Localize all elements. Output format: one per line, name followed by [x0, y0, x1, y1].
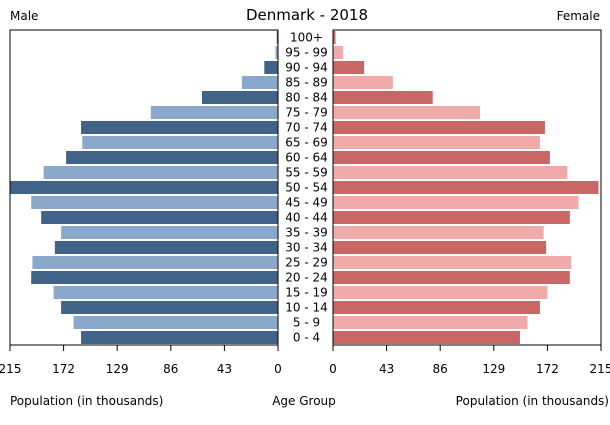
female-tick-label: 86 — [433, 362, 448, 376]
age-group-label: 30 - 34 — [285, 241, 328, 255]
male-bar-5-9 — [73, 316, 278, 329]
female-bar-100+ — [333, 31, 336, 44]
male-bar-85-89 — [241, 76, 278, 89]
female-bar-95-99 — [333, 46, 343, 59]
female-tick-label: 172 — [536, 362, 559, 376]
male-bar-70-74 — [81, 121, 278, 134]
female-tick-label: 0 — [329, 362, 337, 376]
age-group-label: 5 - 9 — [293, 316, 320, 330]
age-group-label: 65 - 69 — [285, 136, 328, 150]
female-bar-55-59 — [333, 166, 568, 179]
age-group-label: 40 - 44 — [285, 211, 328, 225]
male-axis: 215 172 129 86 43 0 — [0, 345, 282, 376]
male-bars — [10, 31, 279, 344]
female-tick-label: 43 — [379, 362, 394, 376]
female-bars — [333, 31, 599, 344]
male-bar-90-94 — [264, 61, 278, 74]
female-bar-75-79 — [333, 106, 481, 119]
female-bar-20-24 — [333, 271, 570, 284]
male-bar-20-24 — [31, 271, 278, 284]
female-bar-60-64 — [333, 151, 550, 164]
female-bar-5-9 — [333, 316, 528, 329]
male-bar-10-14 — [61, 301, 278, 314]
age-group-label: 35 - 39 — [285, 226, 328, 240]
male-tick-label: 129 — [106, 362, 129, 376]
male-bar-40-44 — [41, 211, 278, 224]
x-axis-label-left: Population (in thousands) — [10, 394, 163, 408]
age-group-label: 50 - 54 — [285, 181, 328, 195]
female-bar-15-19 — [333, 286, 548, 299]
male-bar-55-59 — [43, 166, 278, 179]
male-bar-75-79 — [150, 106, 278, 119]
male-bar-95-99 — [275, 46, 278, 59]
male-tick-label: 86 — [163, 362, 178, 376]
female-tick-label: 215 — [590, 362, 610, 376]
male-bar-30-34 — [54, 241, 279, 254]
male-bar-0-4 — [81, 331, 278, 344]
age-group-label: 90 - 94 — [285, 61, 328, 75]
age-group-label: 45 - 49 — [285, 196, 328, 210]
age-group-label: 60 - 64 — [285, 151, 328, 165]
female-bar-25-29 — [333, 256, 572, 269]
age-group-label: 55 - 59 — [285, 166, 328, 180]
female-label: Female — [557, 9, 600, 23]
female-bar-10-14 — [333, 301, 540, 314]
female-bar-85-89 — [333, 76, 393, 89]
male-tick-label: 43 — [217, 362, 232, 376]
female-bar-40-44 — [333, 211, 570, 224]
female-bar-70-74 — [333, 121, 545, 134]
female-plot-frame — [332, 29, 602, 346]
male-plot-frame — [9, 29, 279, 346]
female-bar-35-39 — [333, 226, 544, 239]
age-group-label: 70 - 74 — [285, 121, 328, 135]
female-bar-0-4 — [333, 331, 520, 344]
chart-title: Denmark - 2018 — [246, 6, 368, 24]
male-bar-100+ — [276, 31, 278, 44]
female-axis: 0 43 86 129 172 215 — [329, 345, 610, 376]
male-bar-15-19 — [53, 286, 278, 299]
age-group-label: 100+ — [290, 31, 323, 45]
age-group-label: 20 - 24 — [285, 271, 328, 285]
age-group-label: 85 - 89 — [285, 76, 328, 90]
x-axis-label-center: Age Group — [272, 394, 336, 408]
age-group-label: 75 - 79 — [285, 106, 328, 120]
male-bar-65-69 — [82, 136, 278, 149]
male-bar-35-39 — [61, 226, 278, 239]
male-bar-50-54 — [10, 181, 278, 194]
age-group-label: 15 - 19 — [285, 286, 328, 300]
male-tick-label: 215 — [0, 362, 21, 376]
male-bar-25-29 — [32, 256, 278, 269]
female-tick-label: 129 — [482, 362, 505, 376]
male-tick-label: 172 — [52, 362, 75, 376]
male-bar-45-49 — [31, 196, 278, 209]
female-bar-80-84 — [333, 91, 433, 104]
male-label: Male — [10, 9, 38, 23]
age-group-label: 95 - 99 — [285, 46, 328, 60]
male-bar-80-84 — [201, 91, 278, 104]
male-tick-label: 0 — [274, 362, 282, 376]
female-bar-45-49 — [333, 196, 579, 209]
age-group-label: 10 - 14 — [285, 301, 328, 315]
female-bar-50-54 — [333, 181, 599, 194]
female-bar-90-94 — [333, 61, 365, 74]
age-group-label: 25 - 29 — [285, 256, 328, 270]
female-bar-65-69 — [333, 136, 540, 149]
x-axis-label-right: Population (in thousands) — [456, 394, 609, 408]
age-group-label: 80 - 84 — [285, 91, 328, 105]
male-bar-60-64 — [66, 151, 278, 164]
female-bar-30-34 — [333, 241, 547, 254]
age-group-label: 0 - 4 — [293, 331, 320, 345]
